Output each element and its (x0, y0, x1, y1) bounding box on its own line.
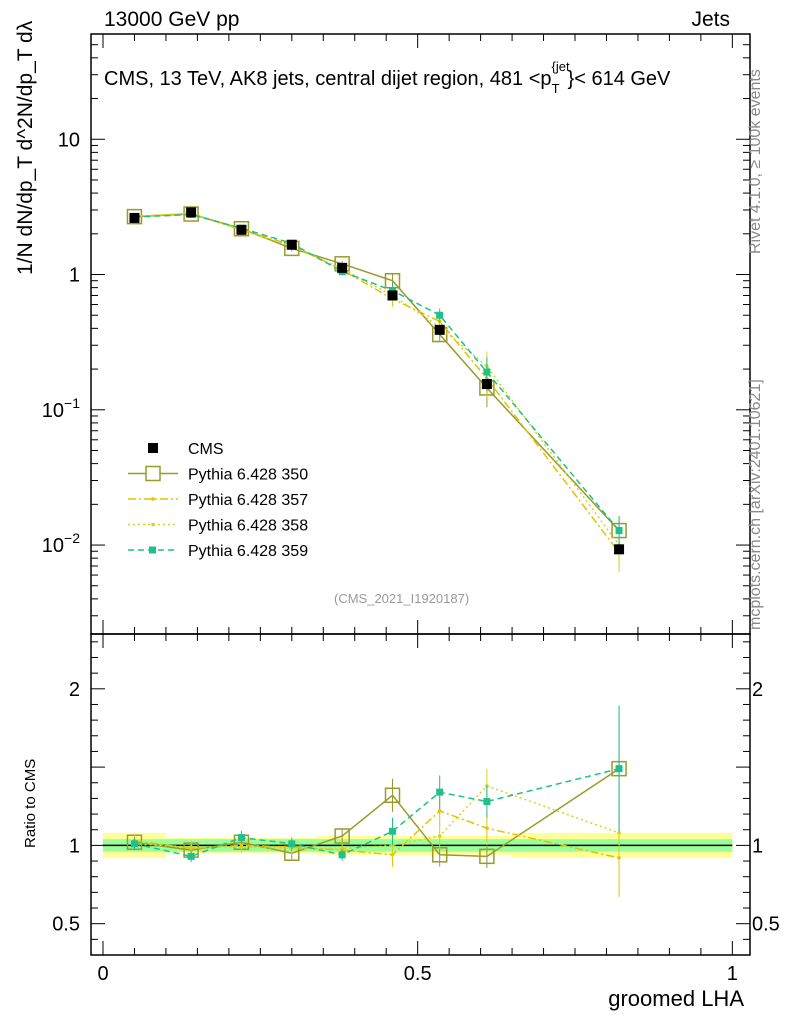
legend-label: Pythia 6.428 359 (188, 543, 308, 560)
main-y-axis-title: 1/N dN/dp_T d^2N/dp_T dλ (14, 20, 37, 275)
legend-marker (145, 465, 161, 482)
series-line-3 (134, 213, 620, 532)
main-y-tick-label: 10−2 (42, 530, 80, 557)
ratio-y-axis-title: Ratio to CMS (22, 758, 39, 848)
data-point (239, 845, 244, 849)
ratio-plot-frame (90, 633, 751, 956)
data-point (483, 798, 491, 806)
data-point (436, 311, 444, 319)
ratio-y-tick-label-left: 2 (69, 679, 80, 701)
data-point (434, 324, 445, 335)
subtitle-main: CMS, 13 TeV, AK8 jets, central dijet reg… (104, 68, 552, 90)
legend-marker (151, 497, 155, 501)
data-point (481, 379, 492, 390)
data-point (388, 827, 396, 835)
main-y-tick-label: 10 (58, 129, 80, 151)
data-point (233, 220, 250, 237)
data-point (614, 544, 625, 555)
main-y-tick-label: 10−1 (42, 395, 80, 422)
data-point (186, 207, 197, 218)
data-point (390, 843, 395, 848)
data-point (338, 851, 346, 859)
data-point (236, 224, 247, 235)
collision-energy-label: 13000 GeV pp (104, 8, 240, 31)
data-point (479, 848, 495, 865)
data-point (436, 788, 444, 796)
legend-label: Pythia 6.428 358 (188, 518, 308, 535)
data-point (340, 846, 344, 851)
data-point (615, 765, 623, 773)
legend-label: Pythia 6.428 357 (188, 492, 308, 509)
data-point (286, 239, 297, 250)
data-point (387, 290, 398, 301)
x-tick-label: 0 (97, 963, 108, 985)
legend-marker (148, 443, 158, 453)
legend-marker (149, 546, 156, 554)
plot-subtitle: CMS, 13 TeV, AK8 jets, central dijet reg… (104, 59, 671, 96)
data-point (437, 834, 442, 838)
ratio-y-tick-label-right: 0.5 (752, 914, 780, 936)
data-point (337, 262, 348, 273)
ratio-y-tick-label-left: 0.5 (52, 914, 80, 936)
analysis-id-watermark: (CMS_2021_I1920187) (334, 591, 470, 606)
subtitle-superscript: {jet (551, 59, 570, 74)
main-y-tick-label: 1 (69, 265, 80, 287)
mcplots-label: mcplots.cern.ch [arXiv:2401.10621] (747, 379, 764, 630)
subtitle-subscript: T (551, 81, 560, 96)
data-point (483, 368, 491, 376)
x-axis-title: groomed LHA (608, 986, 744, 1011)
legend-marker (151, 522, 155, 527)
ratio-y-tick-label-left: 1 (69, 835, 80, 857)
data-point (485, 826, 489, 830)
data-point (187, 852, 195, 860)
x-tick-label: 1 (727, 963, 738, 985)
data-point (437, 809, 442, 813)
data-point (384, 787, 401, 804)
ratio-y-tick-label-right: 2 (752, 679, 763, 701)
data-point (130, 840, 138, 848)
legend-label: CMS (188, 441, 224, 458)
rivet-version-label: Rivet 4.1.0, ≥ 100k events (747, 69, 764, 254)
data-point (189, 845, 193, 849)
legend-label: Pythia 6.428 350 (188, 467, 308, 484)
ratio-y-tick-label-right: 1 (752, 835, 763, 857)
data-point (617, 831, 621, 835)
data-point (129, 212, 140, 223)
data-point (615, 527, 623, 535)
process-label: Jets (691, 8, 730, 31)
x-tick-label: 0.5 (404, 963, 432, 985)
subtitle-end: }< 614 GeV (567, 68, 671, 90)
data-point (237, 834, 245, 842)
data-point (288, 840, 296, 848)
